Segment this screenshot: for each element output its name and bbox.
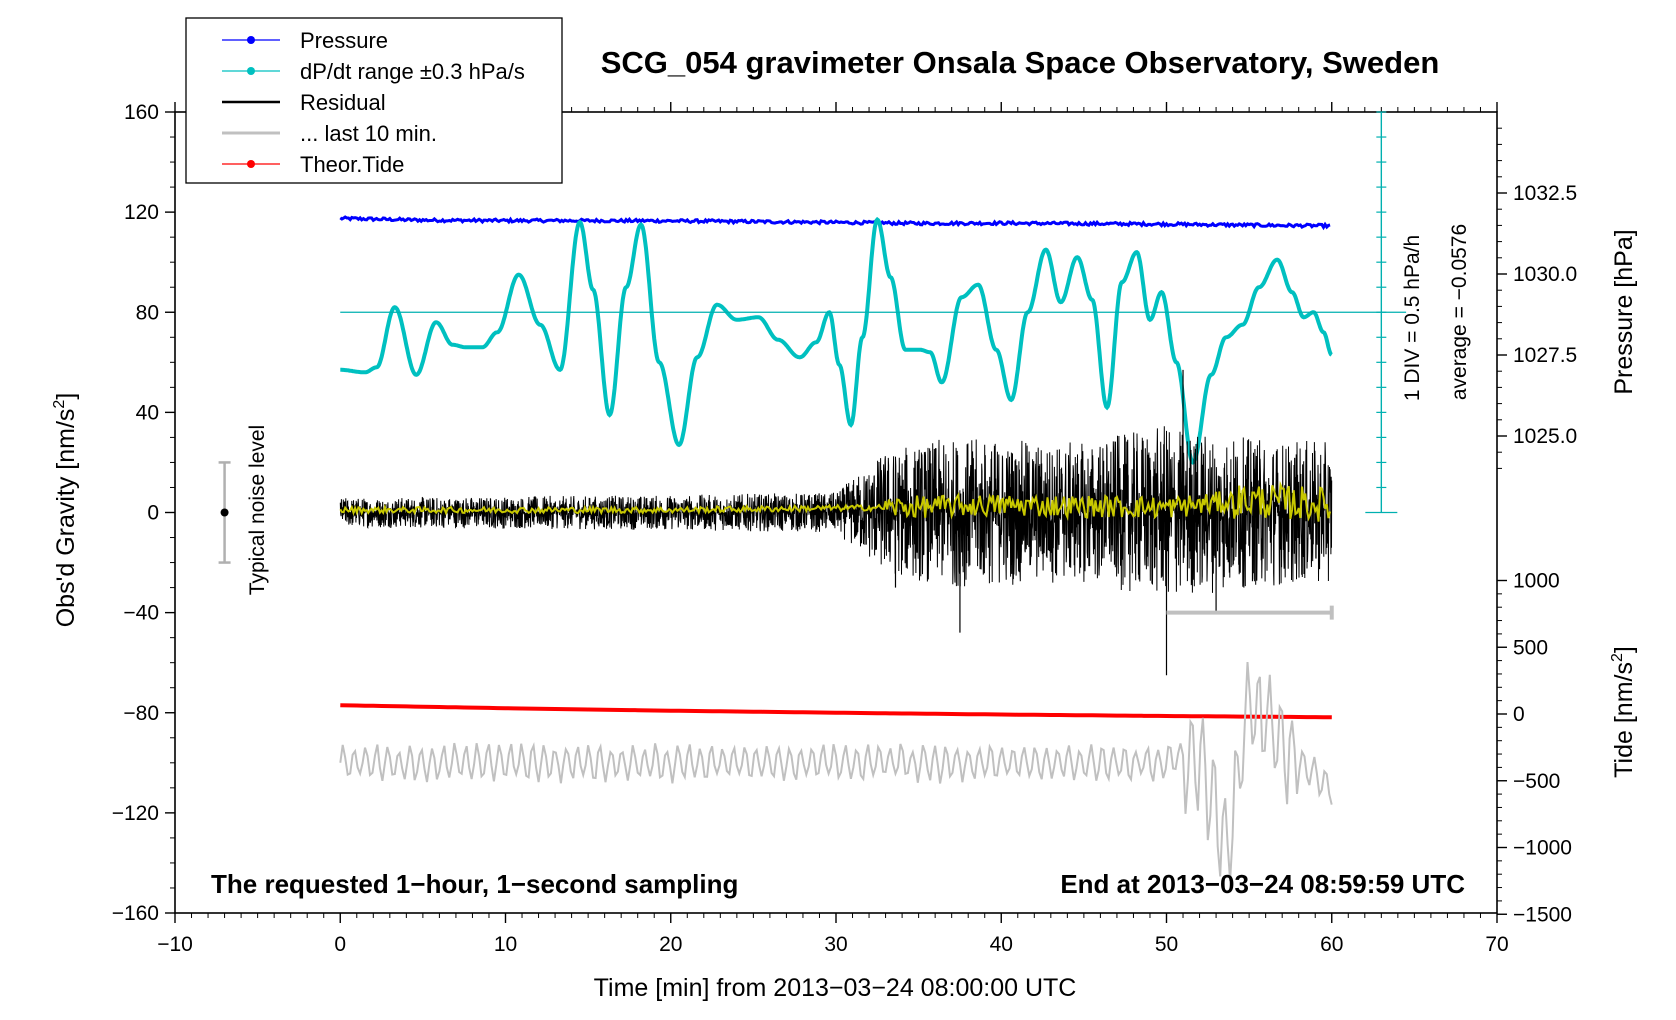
x-tick-label: 10 bbox=[494, 933, 517, 956]
legend-label: Theor.Tide bbox=[300, 152, 404, 177]
tide-tick-label: −1500 bbox=[1513, 903, 1572, 926]
y-tick-label: 40 bbox=[136, 401, 159, 424]
last10min-series-line bbox=[339, 662, 1333, 881]
y-tick-label: 120 bbox=[124, 201, 159, 224]
pressure-tick-label: 1027.5 bbox=[1513, 344, 1577, 367]
pressure-tick-label: 1025.0 bbox=[1513, 425, 1577, 448]
annotation-layer bbox=[218, 111, 1407, 620]
y-tick-label: −120 bbox=[112, 802, 159, 825]
div-scale-label: 1 DIV = 0.5 hPa/h bbox=[1401, 235, 1424, 401]
legend-box bbox=[185, 17, 563, 184]
legend-marker bbox=[247, 36, 255, 44]
x-tick-label: −10 bbox=[157, 933, 193, 956]
x-tick-label: 0 bbox=[334, 933, 346, 956]
x-tick-label: 50 bbox=[1155, 933, 1178, 956]
y-tick-label: −160 bbox=[112, 902, 159, 925]
average-label: average = −0.0576 bbox=[1448, 224, 1471, 400]
pressure-tick-label: 1030.0 bbox=[1513, 263, 1577, 286]
legend: Pressure dP/dt range ±0.3 hPa/s Residual..… bbox=[185, 17, 563, 184]
legend-item: dP/dt range ±0.3 hPa/s bbox=[222, 59, 525, 84]
legend-item: ... last 10 min. bbox=[222, 121, 437, 146]
y-axis-label-pressure: Pressure [hPa] bbox=[1610, 229, 1638, 394]
noise-level-label: Typical noise level bbox=[246, 425, 269, 595]
legend-label: dP/dt range ±0.3 hPa/s bbox=[300, 59, 525, 84]
tide-tick-label: −1000 bbox=[1513, 837, 1572, 860]
noise-bar-center-dot bbox=[220, 508, 229, 517]
y-axis-label-left: Obs'd Gravity [nm/s2] bbox=[51, 393, 80, 628]
tide-tick-label: 500 bbox=[1513, 636, 1548, 659]
series-layer bbox=[339, 215, 1333, 881]
bottom-right-note: End at 2013−03−24 08:59:59 UTC bbox=[1060, 869, 1465, 899]
dpdt-series-line bbox=[340, 216, 1333, 465]
legend-label: ... last 10 min. bbox=[300, 121, 437, 146]
tick-layer: −10 0 10 20 30 40 50 60 70 160 120 80 40 0 −40 −80 −120 −… bbox=[112, 101, 1578, 956]
x-tick-label: 60 bbox=[1320, 933, 1343, 956]
bottom-left-note: The requested 1−hour, 1−second sampling bbox=[211, 869, 738, 899]
legend-label: Residual bbox=[300, 90, 386, 115]
legend-item: Residual bbox=[222, 90, 386, 115]
y-tick-label: 160 bbox=[124, 101, 159, 124]
pressure-series-line bbox=[339, 215, 1331, 231]
legend-marker bbox=[247, 67, 255, 75]
x-tick-label: 20 bbox=[659, 933, 682, 956]
x-tick-label: 40 bbox=[990, 933, 1013, 956]
tide-tick-label: 1000 bbox=[1513, 570, 1560, 593]
y-tick-label: −40 bbox=[123, 602, 159, 625]
tide-tick-label: −500 bbox=[1513, 770, 1560, 793]
x-axis-label: Time [min] from 2013−03−24 08:00:00 UTC bbox=[594, 974, 1077, 1002]
x-tick-label: 70 bbox=[1485, 933, 1508, 956]
y-tick-label: 80 bbox=[136, 301, 159, 324]
chart-title: SCG_054 gravimeter Onsala Space Observat… bbox=[601, 45, 1440, 80]
y-axis-label-tide: Tide [nm/s2] bbox=[1609, 646, 1638, 778]
legend-marker bbox=[247, 160, 255, 168]
tide-tick-label: 0 bbox=[1513, 703, 1525, 726]
residual-smoothed-line bbox=[339, 480, 1332, 522]
tide-series-line bbox=[340, 703, 1332, 720]
legend-item: Pressure bbox=[222, 28, 388, 53]
legend-label: Pressure bbox=[300, 28, 388, 53]
x-tick-label: 30 bbox=[824, 933, 847, 956]
y-tick-label: −80 bbox=[123, 702, 159, 725]
pressure-tick-label: 1032.5 bbox=[1513, 182, 1577, 205]
y-tick-label: 0 bbox=[147, 502, 159, 525]
legend-item: Theor.Tide bbox=[222, 152, 404, 177]
